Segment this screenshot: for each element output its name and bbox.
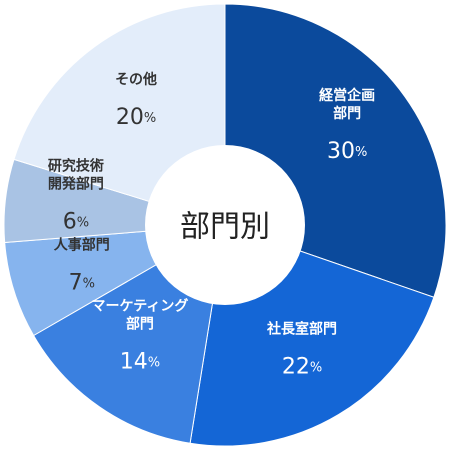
category-label: 人事部門: [54, 237, 110, 254]
category-label: 部門: [126, 316, 154, 333]
value-label: 6%: [63, 209, 89, 234]
category-label: 部門: [333, 105, 361, 122]
center-label: 部門別: [180, 210, 270, 245]
category-label: 研究技術: [48, 157, 104, 174]
value-label: 30%: [327, 139, 367, 164]
category-label: マーケティング: [91, 298, 188, 315]
category-label: その他: [115, 71, 157, 88]
value-label: 20%: [116, 105, 156, 130]
value-label: 22%: [282, 355, 322, 380]
donut-hole: [145, 145, 305, 305]
category-label: 社長室部門: [266, 321, 337, 338]
category-label: 経営企画: [319, 87, 375, 104]
category-label: 開発部門: [48, 175, 104, 192]
value-label: 7%: [69, 271, 95, 296]
value-label: 14%: [120, 350, 160, 375]
